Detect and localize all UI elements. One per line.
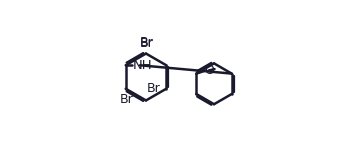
Text: Br: Br [140, 36, 154, 49]
Text: Br: Br [140, 37, 154, 50]
Text: NH: NH [133, 59, 153, 72]
Text: Br: Br [147, 82, 161, 95]
Text: Br: Br [120, 93, 133, 105]
Text: O: O [205, 64, 215, 77]
